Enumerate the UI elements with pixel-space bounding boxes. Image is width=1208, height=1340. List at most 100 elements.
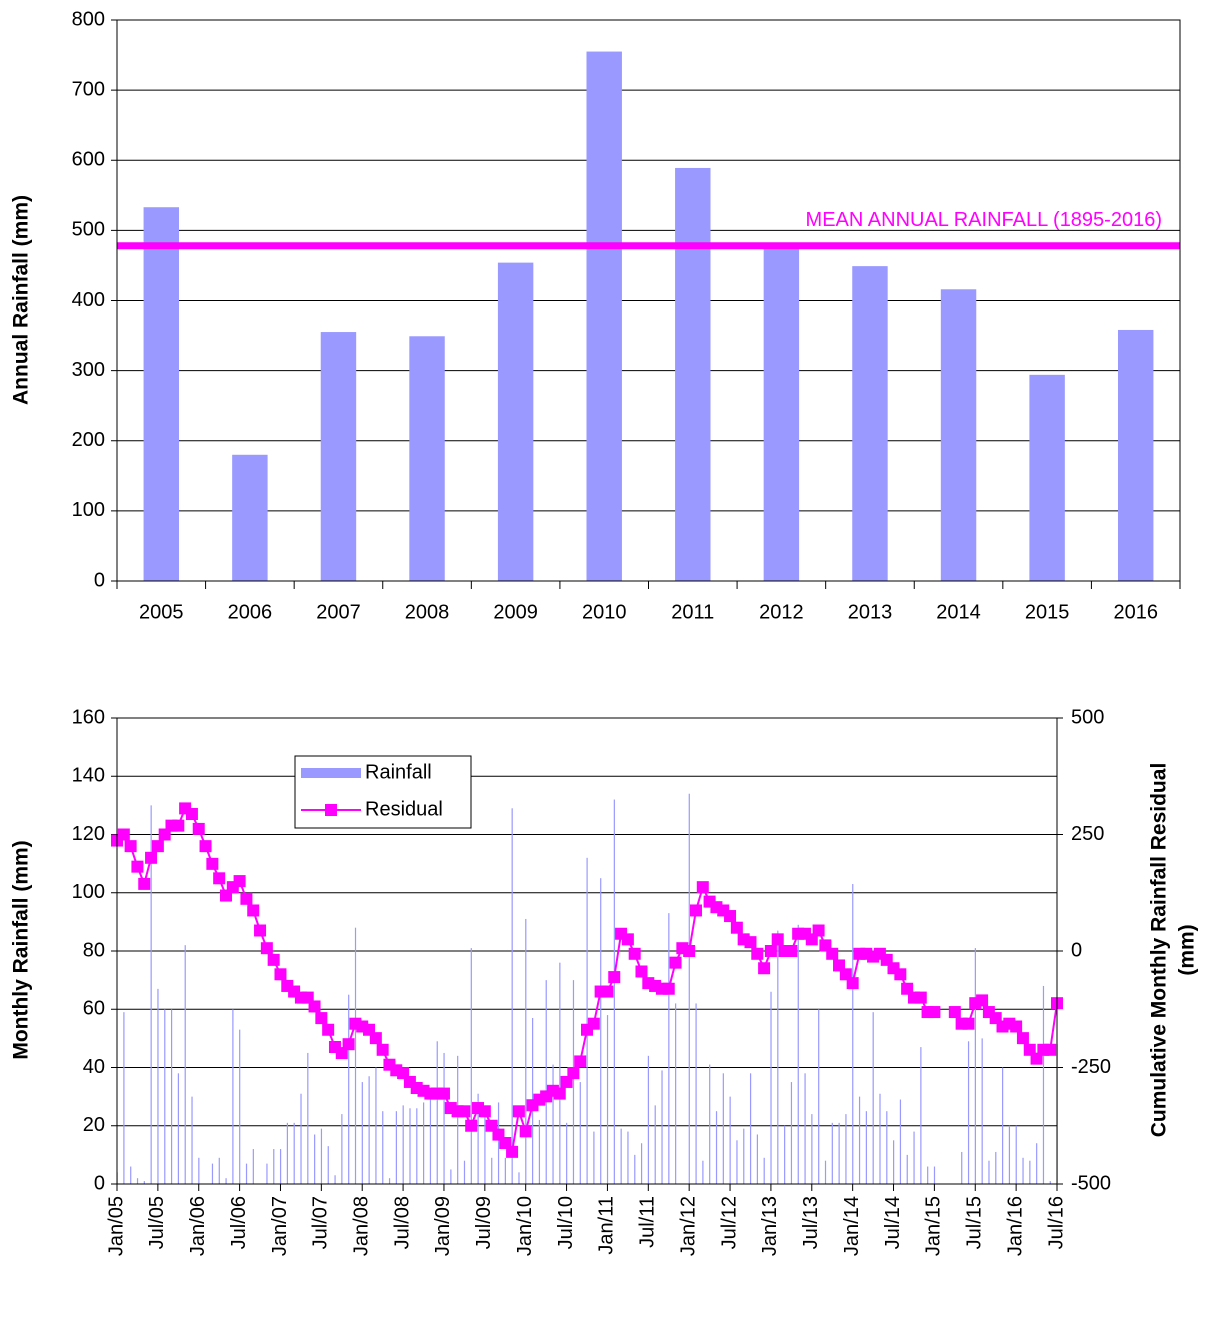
x-tick-label: Jul/09: [473, 1196, 495, 1249]
bar: [743, 1128, 745, 1184]
x-tick-label: Jan/16: [1004, 1196, 1026, 1256]
marker: [785, 945, 798, 957]
bar: [756, 1134, 758, 1184]
bar: [654, 1105, 656, 1184]
bar: [893, 1140, 895, 1184]
annotation: MEAN ANNUAL RAINFALL (1895-2016): [806, 209, 1162, 231]
x-tick-label: 2005: [139, 601, 184, 623]
y2-tick-label: 500: [1071, 706, 1104, 728]
marker: [758, 962, 771, 975]
x-tick-label: Jul/11: [637, 1196, 659, 1248]
marker: [914, 991, 927, 1004]
bar: [286, 1122, 288, 1184]
x-tick-label: 2014: [936, 601, 981, 623]
x-tick-label: 2009: [493, 601, 538, 623]
bar: [327, 1146, 329, 1184]
bar: [218, 1157, 220, 1184]
bar: [606, 1015, 609, 1184]
marker: [567, 1067, 580, 1080]
bar: [1008, 1125, 1011, 1184]
bar: [266, 1163, 268, 1184]
bar: [940, 289, 977, 581]
bar: [341, 1114, 343, 1184]
marker: [519, 1125, 532, 1138]
marker: [512, 1105, 525, 1118]
marker: [478, 1105, 491, 1118]
bar: [239, 1029, 241, 1184]
y-tick-label: 80: [83, 939, 105, 961]
marker: [962, 1017, 975, 1030]
bar: [981, 1038, 983, 1184]
x-tick-label: Jul/05: [146, 1196, 168, 1249]
legend-swatch: [325, 804, 337, 816]
bar: [886, 1111, 888, 1184]
bar: [620, 1128, 622, 1184]
y2-axis-label: Cumulative Monthly Rainfall Residual: [1148, 763, 1171, 1138]
marker: [1010, 1020, 1023, 1033]
marker: [267, 953, 280, 966]
marker: [771, 933, 784, 946]
bar: [1002, 1067, 1004, 1184]
marker: [124, 840, 137, 853]
bar: [593, 1131, 595, 1184]
bar: [920, 1047, 922, 1184]
bar: [933, 1166, 936, 1184]
bar: [273, 1149, 275, 1184]
bar: [225, 1178, 227, 1184]
marker: [254, 924, 267, 937]
bar: [668, 913, 670, 1184]
marker: [976, 994, 989, 1007]
bar: [572, 980, 575, 1184]
bar: [395, 1111, 397, 1184]
bar: [845, 1114, 847, 1184]
y-tick-label: 20: [83, 1114, 105, 1136]
bar: [307, 1052, 309, 1184]
bar: [232, 454, 268, 581]
x-tick-label: Jan/06: [187, 1196, 209, 1256]
bar: [314, 1134, 316, 1184]
bar: [477, 1093, 479, 1184]
bar: [443, 1052, 445, 1184]
marker: [696, 881, 709, 894]
x-tick-label: 2011: [671, 601, 714, 623]
x-tick-label: Jan/08: [350, 1196, 372, 1256]
bar: [245, 1163, 248, 1184]
marker: [621, 933, 634, 946]
bar: [157, 988, 159, 1184]
marker: [635, 965, 648, 978]
x-tick-label: Jan/11: [596, 1196, 618, 1255]
x-tick-label: Jan/12: [677, 1196, 699, 1256]
bar: [613, 799, 615, 1184]
y-tick-label: 160: [72, 706, 105, 728]
bar: [675, 167, 711, 581]
marker: [751, 947, 764, 960]
bar: [538, 1119, 541, 1184]
x-tick-label: 2013: [848, 601, 893, 623]
bar: [995, 1151, 997, 1184]
bar: [354, 927, 357, 1184]
marker: [138, 877, 151, 890]
bar: [961, 1151, 963, 1184]
marker: [117, 828, 130, 841]
bar: [824, 1160, 827, 1184]
bar: [640, 1143, 643, 1184]
bar: [177, 1073, 180, 1184]
bar: [130, 1166, 132, 1184]
bar: [388, 1178, 391, 1184]
bar: [831, 1122, 833, 1184]
x-tick-label: Jul/10: [555, 1196, 577, 1249]
x-tick-label: Jan/09: [432, 1196, 454, 1256]
bar: [402, 1105, 404, 1184]
marker: [206, 857, 219, 870]
marker: [240, 892, 253, 905]
bar: [348, 994, 350, 1184]
y-tick-label: 0: [94, 1172, 105, 1194]
bar: [361, 1082, 363, 1184]
bar: [913, 1131, 915, 1184]
marker: [247, 904, 260, 917]
bar: [293, 1122, 295, 1184]
bar: [749, 1073, 752, 1184]
y-tick-label: 40: [83, 1056, 105, 1078]
bar: [552, 1064, 554, 1184]
bar: [906, 1154, 908, 1184]
